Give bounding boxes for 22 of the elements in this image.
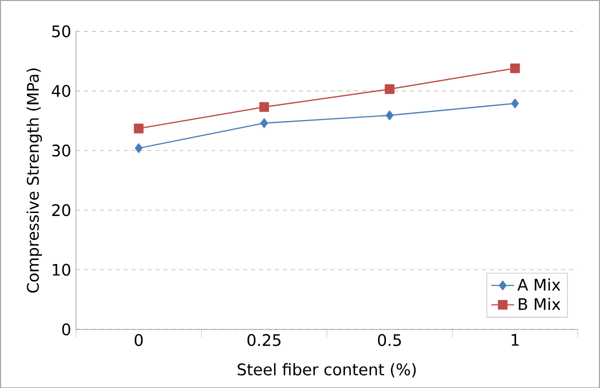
y-axis-title: Compressive Strength (MPa): [26, 68, 42, 292]
legend-label: B Mix: [518, 298, 560, 310]
y-tick-label: 0: [62, 323, 70, 336]
y-tick-label: 30: [52, 144, 70, 156]
x-tick-label: 0.5: [378, 334, 401, 346]
point: [260, 118, 268, 128]
legend-label: A Mix: [517, 278, 560, 290]
y-tick-label: 50: [52, 25, 70, 38]
x-tick-label: 0.25: [247, 334, 280, 346]
point: [134, 123, 144, 134]
x-tick-label: 0: [134, 334, 143, 346]
point: [384, 84, 394, 94]
y-tick-label: 10: [52, 264, 70, 276]
point: [134, 143, 142, 153]
y-tick-label: 40: [52, 84, 70, 97]
x-tick-label: 1: [512, 334, 519, 346]
point: [259, 102, 269, 112]
point: [510, 63, 520, 73]
point: [511, 98, 519, 108]
x-axis-title: Steel fiber content (%): [238, 362, 416, 378]
point: [386, 110, 394, 120]
y-tick-label: 20: [52, 204, 70, 216]
